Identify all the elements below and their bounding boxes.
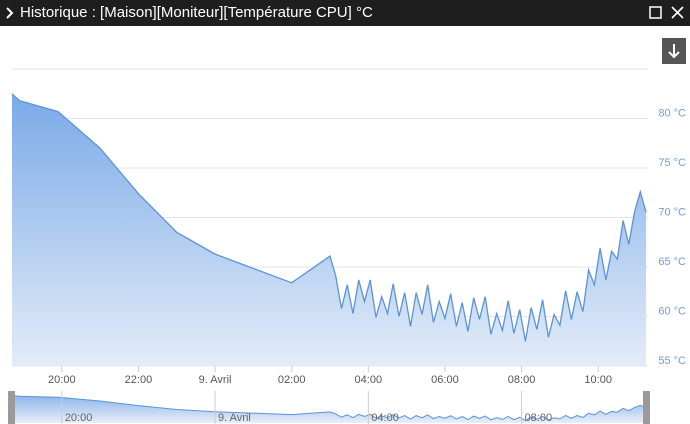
x-tick-label: 04:00 [355,374,383,386]
window-title: Historique : [Maison][Moniteur][Températ… [20,4,373,21]
x-tick-label: 22:00 [125,374,153,386]
navigator-tick-label: 04:00 [371,412,399,424]
area [12,93,647,367]
y-tick-label: 70 °C [658,206,686,218]
navigator-tick-label: 08:00 [525,412,553,424]
x-tick-label: 9. Avril [199,374,232,386]
y-tick-label: 65 °C [658,256,686,268]
navigator-handle[interactable] [643,391,650,424]
y-tick-label: 75 °C [658,157,686,169]
x-tick-label: 10:00 [584,374,612,386]
x-tick-label: 06:00 [431,374,459,386]
x-tick-label: 08:00 [508,374,536,386]
line [11,395,647,422]
navigator-handle[interactable] [8,391,15,424]
area [12,395,647,423]
navigator-tick-label: 20:00 [65,412,93,424]
y-tick-label: 80 °C [658,107,686,119]
download-icon [668,44,680,59]
navigator-tick-label: 9. Avril [218,412,251,424]
window-header: Historique : [Maison][Moniteur][Températ… [0,0,690,26]
chevron-icon [6,7,14,19]
y-tick-label: 55 °C [658,355,686,367]
x-tick-label: 02:00 [278,374,306,386]
line [11,93,647,342]
window-buttons[interactable] [630,0,690,26]
y-tick-label: 60 °C [658,305,686,317]
x-tick-label: 20:00 [48,374,76,386]
